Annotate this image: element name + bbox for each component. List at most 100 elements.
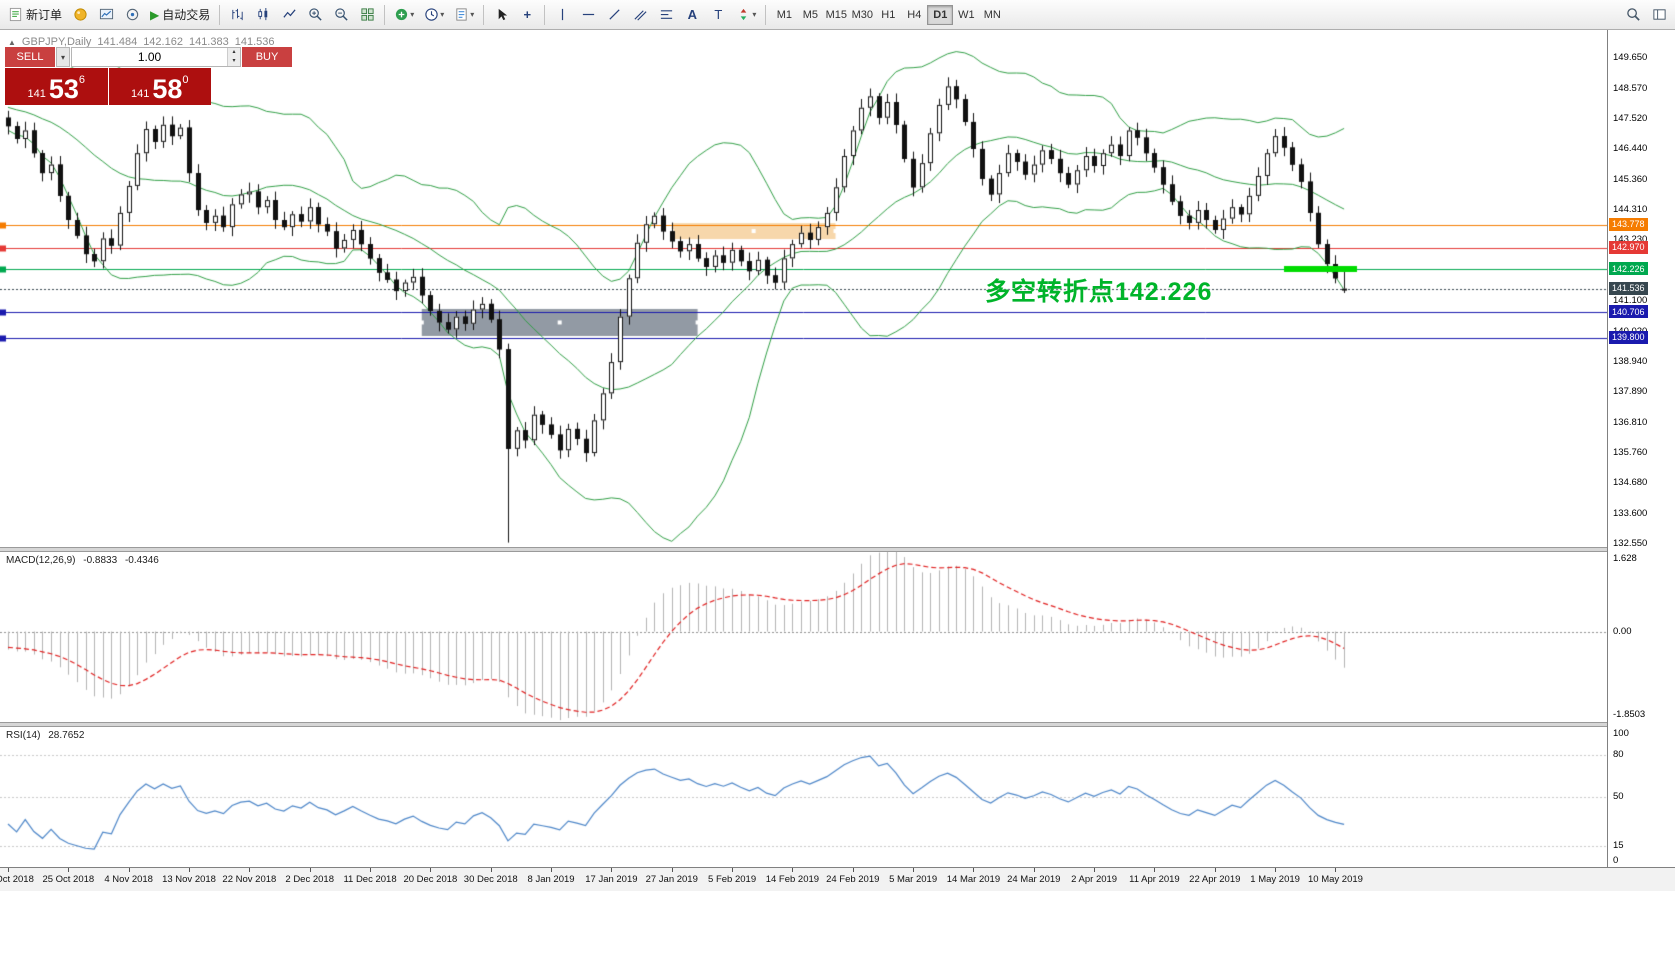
rsi-scale-tick: 50 [1613, 791, 1624, 802]
timeframe-w1[interactable]: W1 [958, 8, 975, 21]
timeframe-mn[interactable]: MN [983, 8, 1001, 21]
data-window-button[interactable] [120, 3, 144, 27]
new-order-button[interactable]: 新订单 [4, 3, 66, 27]
price-flag-143.778: 143.778 [1609, 217, 1648, 231]
price-flag-140.706: 140.706 [1609, 305, 1648, 319]
macd-name: MACD(12,26,9) [6, 555, 76, 566]
timeframe-m5[interactable]: M5 [802, 8, 818, 21]
volume-input[interactable] [72, 48, 227, 66]
time-label: 2 Apr 2019 [1071, 874, 1118, 885]
main-price-chart[interactable] [0, 30, 1607, 547]
timeframe-h1[interactable]: H1 [881, 8, 896, 21]
label-tool[interactable]: T [706, 3, 730, 27]
templates-button[interactable]: ▾ [450, 3, 478, 27]
toolbar: 新订单 ▶ 自动交易 ▾ ▾ ▾ [0, 0, 1675, 30]
timeframe-h4[interactable]: H4 [907, 8, 922, 21]
zoom-in-button[interactable] [303, 3, 327, 27]
chart-window: ▲ GBPJPY,Daily 141.484 142.162 141.383 1… [0, 30, 1675, 952]
collapse-trade-panel-icon[interactable]: ▲ [8, 37, 16, 47]
rsi-scale-tick: 0 [1613, 855, 1619, 866]
price-tick: 133.600 [1613, 508, 1648, 520]
price-flag-142.226: 142.226 [1609, 262, 1648, 275]
time-tick-mark [189, 868, 191, 872]
sell-price-prefix: 141 [27, 87, 46, 100]
periods-button[interactable]: ▾ [420, 3, 448, 27]
candlestick-chart-button[interactable] [251, 3, 275, 27]
panel-separator[interactable] [0, 547, 1675, 552]
time-tick-mark [1033, 868, 1035, 872]
order-options-button[interactable]: ▾ [56, 47, 70, 67]
sell-button[interactable]: SELL [5, 47, 55, 67]
sell-price-button[interactable]: 141 53 6 [5, 68, 108, 105]
time-label: 14 Mar 2019 [946, 874, 1001, 885]
price-axis[interactable]: 149.650 148.570 147.520 146.440 145.360 144.3… [1607, 30, 1675, 867]
ohlc-low: 141.383 [188, 36, 229, 48]
time-label: 13 Nov 2018 [162, 874, 216, 885]
indicators-button[interactable]: ▾ [390, 3, 418, 27]
timeframe-m30[interactable]: M30 [851, 8, 874, 21]
buy-button[interactable]: BUY [242, 47, 292, 67]
price-tick: 149.650 [1613, 51, 1648, 63]
cursor-button[interactable] [489, 3, 513, 27]
label-tool-icon: T [714, 7, 723, 22]
price-flag-142.970: 142.970 [1609, 240, 1648, 254]
volume-down-icon[interactable]: ▾ [228, 57, 240, 66]
buy-price-prefix: 141 [130, 87, 150, 100]
symbol-info-row: ▲ GBPJPY,Daily 141.484 142.162 141.383 1… [8, 36, 274, 48]
new-order-icon [9, 7, 22, 22]
search-button[interactable] [1621, 3, 1645, 27]
crosshair-button[interactable]: + [515, 3, 539, 27]
time-tick-mark [913, 868, 915, 872]
time-label: 2 Dec 2018 [285, 874, 334, 885]
timeframe-d1[interactable]: D1 [927, 4, 954, 25]
volume-up-icon[interactable]: ▴ [228, 48, 240, 57]
trendline-tool[interactable] [602, 3, 626, 27]
metaeditor-button[interactable] [68, 3, 92, 27]
timeframe-m15[interactable]: M15 [825, 8, 848, 21]
market-watch-icon [99, 8, 113, 20]
time-axis[interactable]: 16 Oct 2018 25 Oct 2018 4 Nov 2018 13 Nov 2… [0, 867, 1675, 891]
timeframe-m1[interactable]: M1 [776, 8, 792, 21]
one-click-trading-panel: SELL ▾ ▴ ▾ BUY 141 53 6 141 58 0 [5, 47, 292, 105]
market-watch-button[interactable] [94, 3, 118, 27]
horizontal-line-tool[interactable] [576, 3, 600, 27]
vertical-line-tool[interactable] [550, 3, 574, 27]
time-label: 4 Nov 2018 [104, 874, 153, 885]
bar-chart-button[interactable] [225, 3, 249, 27]
arrows-tool[interactable]: ▾ [732, 3, 760, 27]
ohlc-high: 142.162 [143, 36, 183, 48]
text-tool[interactable]: A [680, 3, 704, 27]
time-tick-mark [309, 868, 311, 872]
fibonacci-tool[interactable] [654, 3, 678, 27]
zoom-in-icon [309, 8, 322, 21]
autotrading-button[interactable]: ▶ 自动交易 [146, 3, 214, 27]
cursor-icon [498, 8, 507, 21]
zoom-out-button[interactable] [329, 3, 353, 27]
macd-signal-value: -0.4346 [124, 555, 159, 566]
panel-separator[interactable] [0, 722, 1675, 727]
time-tick-mark [128, 868, 130, 872]
rsi-value: 28.7652 [48, 730, 85, 741]
symbol-name: GBPJPY,Daily [21, 36, 92, 48]
bar-chart-icon [232, 8, 243, 21]
toolbar-separator [544, 4, 546, 25]
ohlc-close: 141.536 [234, 36, 275, 48]
ohlc-open: 141.484 [97, 36, 138, 48]
line-chart-button[interactable] [277, 3, 301, 27]
tile-windows-button[interactable] [355, 3, 379, 27]
time-tick-mark [671, 868, 673, 872]
rsi-panel[interactable] [0, 727, 1607, 867]
macd-scale-tick: -1.8503 [1613, 709, 1646, 720]
time-tick-mark [430, 868, 432, 872]
buy-price-pips: 58 [152, 74, 183, 105]
layout-button[interactable] [1647, 3, 1671, 27]
buy-price-button[interactable]: 141 58 0 [108, 68, 211, 105]
text-tool-icon: A [687, 7, 697, 22]
channel-tool[interactable] [628, 3, 652, 27]
tile-windows-icon [361, 8, 374, 21]
time-tick-mark [249, 868, 251, 872]
macd-scale-tick: 0.00 [1613, 625, 1632, 637]
sell-price-point: 6 [78, 74, 86, 86]
macd-panel[interactable] [0, 552, 1607, 722]
time-label: 25 Oct 2018 [42, 874, 95, 885]
